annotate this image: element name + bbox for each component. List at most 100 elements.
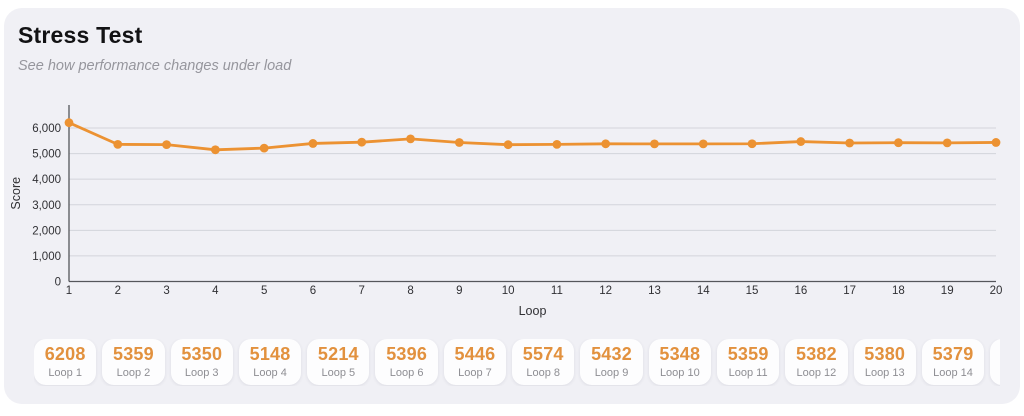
loop-result-card-11: 5359 Loop 11 — [716, 339, 780, 385]
data-point-loop-12 — [601, 139, 611, 149]
stress-test-panel — [4, 8, 1020, 404]
y-tick-label: 2,000 — [32, 225, 61, 237]
x-tick-label: 5 — [261, 285, 267, 297]
loop-label: Loop 8 — [526, 367, 561, 379]
x-tick-label: 13 — [648, 285, 661, 297]
loop-label: Loop 10 — [659, 367, 700, 379]
x-tick-label: 15 — [746, 285, 759, 297]
loop-label: Loop 1 — [48, 367, 82, 379]
loop-score-value: 5214 — [317, 344, 359, 364]
y-axis-title: Score — [9, 177, 23, 210]
score-series-line — [67, 121, 998, 152]
loop-result-card-partial — [990, 339, 1000, 385]
loop-label: Loop 13 — [864, 367, 905, 379]
loop-result-card-9: 5432 Loop 9 — [580, 339, 643, 385]
y-tick-label: 6,000 — [32, 123, 61, 135]
page-title: Stress Test — [18, 22, 143, 48]
loop-score-value: 5348 — [659, 344, 701, 364]
loop-result-card-12: 5382 Loop 12 — [785, 339, 848, 385]
loop-label: Loop 12 — [796, 367, 837, 379]
data-point-loop-6 — [308, 139, 318, 148]
x-tick-label: 19 — [941, 285, 954, 297]
loop-results-row: 6208 Loop 1 5359 Loop 2 5350 Loop 3 5148 Loop 4… — [34, 339, 1000, 385]
loop-score-value: 5359 — [727, 344, 769, 364]
data-point-loop-8 — [406, 134, 415, 144]
loop-result-card-14: 5379 Loop 14 — [921, 339, 985, 385]
x-tick-label: 11 — [551, 285, 563, 297]
x-axis-title: Loop — [519, 304, 547, 318]
loop-score-value: 5350 — [181, 344, 223, 364]
x-tick-label: 6 — [310, 285, 316, 297]
loop-label: Loop 2 — [116, 367, 151, 379]
loop-result-card-10: 5348 Loop 10 — [648, 339, 711, 385]
loop-score-value: 6208 — [44, 344, 86, 364]
data-point-loop-18 — [894, 138, 903, 148]
loop-result-card-13: 5380 Loop 13 — [853, 339, 916, 385]
data-point-loop-10 — [503, 140, 513, 150]
loop-result-card-8: 5574 Loop 8 — [512, 339, 575, 385]
x-tick-label: 18 — [892, 285, 905, 297]
data-point-loop-5 — [259, 143, 269, 153]
loop-label: Loop 7 — [458, 367, 492, 379]
page-subtitle: See how performance changes under load — [18, 58, 292, 74]
data-point-loop-9 — [454, 138, 464, 147]
y-tick-label: 3,000 — [32, 200, 61, 212]
data-point-loop-14 — [698, 139, 708, 149]
loop-label: Loop 6 — [389, 367, 424, 379]
loop-result-card-1: 6208 Loop 1 — [34, 339, 97, 385]
loop-result-card-5: 5214 Loop 5 — [307, 339, 370, 385]
loop-label: Loop 14 — [933, 367, 973, 379]
data-point-loop-13 — [650, 139, 659, 149]
x-tick-label: 14 — [697, 285, 710, 297]
loop-results-scroller[interactable]: 6208 Loop 1 5359 Loop 2 5350 Loop 3 5148 Loop 4… — [34, 339, 1000, 386]
x-tick-label: 7 — [359, 285, 365, 297]
loop-score-value: 5380 — [864, 344, 906, 364]
x-tick-label: 1 — [66, 285, 72, 297]
loop-score-value: 5359 — [113, 344, 154, 364]
data-point-loop-19 — [942, 138, 952, 148]
x-tick-label: 8 — [407, 285, 413, 297]
loop-result-card-3: 5350 Loop 3 — [170, 339, 233, 385]
data-point-loop-7 — [357, 137, 367, 147]
data-point-loop-15 — [747, 139, 757, 149]
x-tick-label: 10 — [502, 285, 515, 297]
loop-label: Loop 5 — [321, 367, 356, 379]
loop-result-card-2: 5359 Loop 2 — [102, 339, 165, 385]
x-tick-label: 12 — [599, 285, 612, 297]
x-tick-label: 3 — [163, 285, 169, 297]
y-tick-label: 0 — [55, 277, 61, 289]
data-point-loop-17 — [845, 138, 855, 148]
y-tick-label: 4,000 — [32, 174, 61, 186]
loop-label: Loop 3 — [184, 367, 219, 379]
x-tick-label: 4 — [212, 285, 219, 297]
y-tick-label: 1,000 — [32, 251, 61, 263]
loop-result-card-6: 5396 Loop 6 — [375, 339, 438, 385]
loop-result-card-4: 5148 Loop 4 — [238, 339, 302, 385]
loop-score-value: 5574 — [522, 344, 564, 364]
x-tick-label: 2 — [115, 285, 121, 297]
y-tick-label: 5,000 — [32, 149, 61, 161]
data-point-loop-2 — [113, 139, 123, 149]
data-point-loop-3 — [162, 140, 171, 150]
x-tick-label: 9 — [456, 285, 462, 297]
data-point-loop-11 — [552, 139, 562, 149]
loop-result-card-7: 5446 Loop 7 — [443, 339, 507, 385]
data-point-loop-16 — [796, 137, 806, 146]
x-tick-label: 17 — [843, 285, 856, 297]
loop-score-value: 5148 — [249, 344, 291, 364]
loop-label: Loop 4 — [253, 367, 287, 379]
loop-score-value: 5396 — [386, 344, 428, 364]
loop-score-value: 5382 — [795, 344, 837, 364]
loop-label: Loop 11 — [728, 367, 768, 379]
loop-label: Loop 9 — [594, 367, 629, 379]
data-point-loop-1 — [64, 118, 74, 128]
data-point-loop-20 — [991, 138, 1001, 147]
loop-score-value: 5446 — [454, 344, 496, 364]
x-tick-label: 20 — [990, 285, 1003, 297]
loop-score-value: 5379 — [932, 344, 974, 364]
data-point-loop-4 — [210, 145, 220, 155]
x-tick-label: 16 — [794, 285, 807, 297]
loop-score-value: 5432 — [591, 344, 632, 364]
